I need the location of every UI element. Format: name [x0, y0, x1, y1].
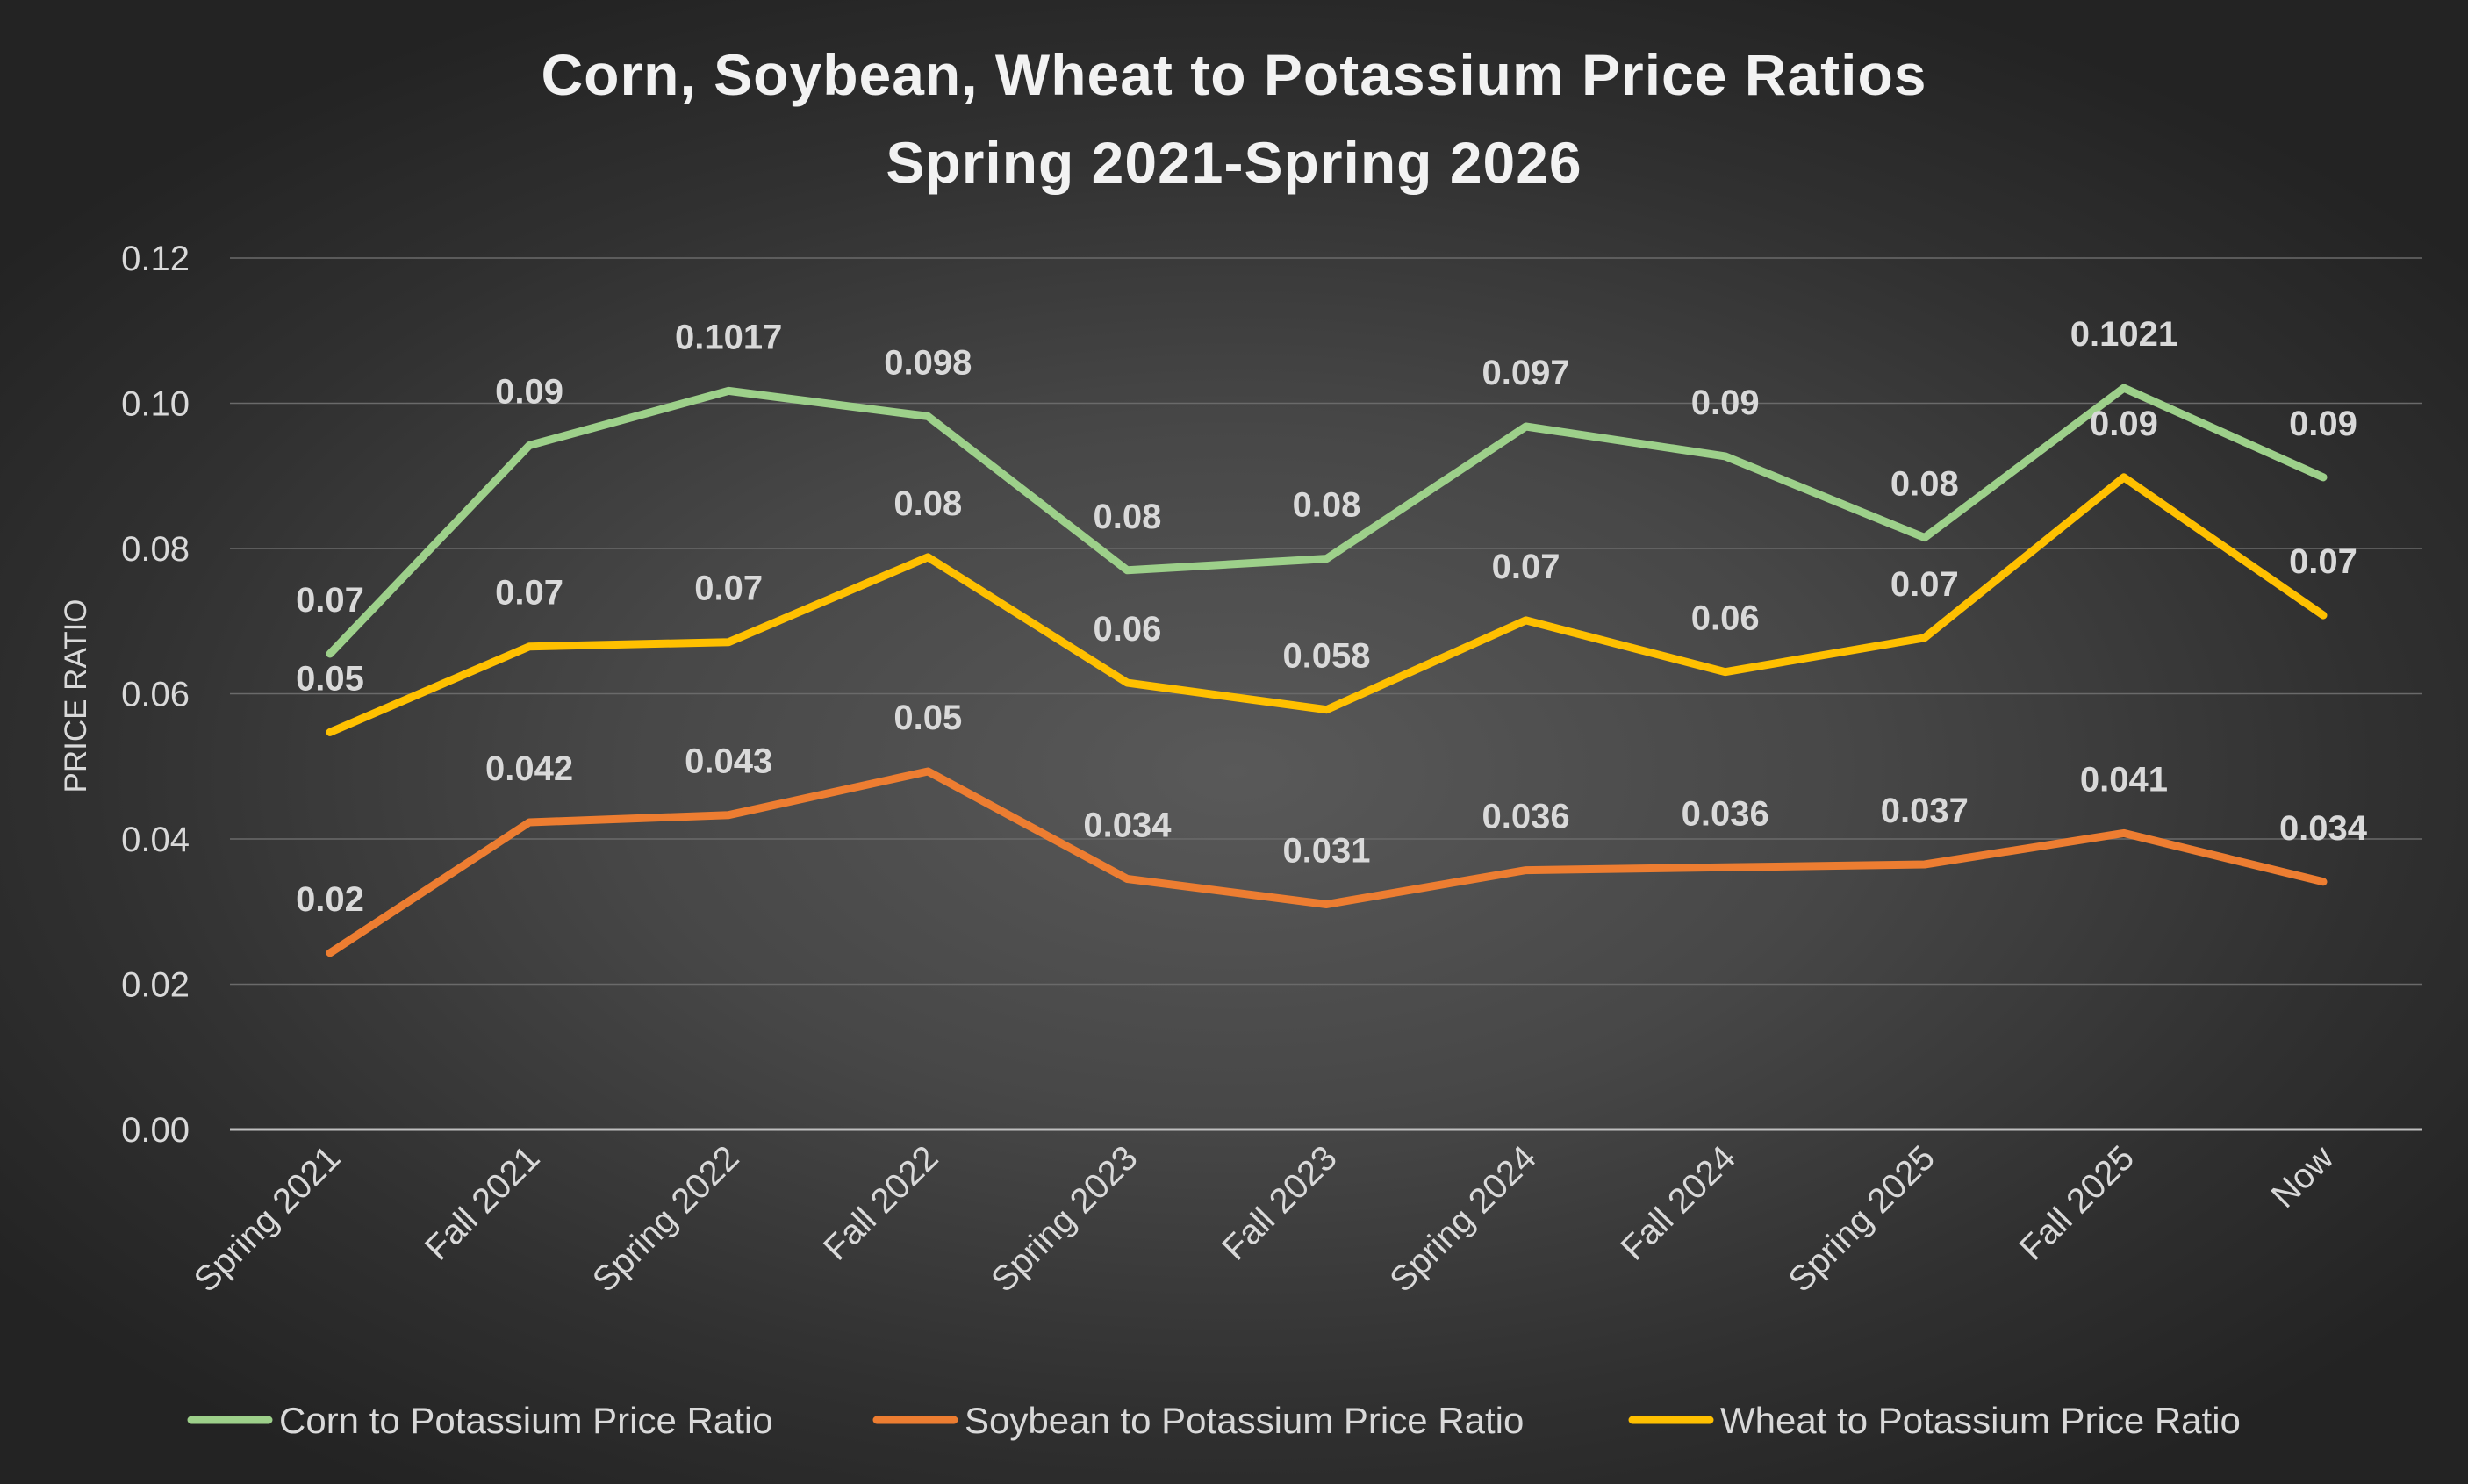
x-tick-label: Spring 2024: [1382, 1138, 1544, 1300]
data-label-soybean: 0.043: [685, 742, 772, 781]
data-label-soybean: 0.036: [1682, 794, 1769, 833]
data-labels: 0.07 0.09 0.1017 0.098 0.08 0.08 0.097 0.09 0.08…: [296, 315, 2368, 919]
data-label-wheat: 0.07: [2289, 542, 2357, 581]
legend-label-wheat: Wheat to Potassium Price Ratio: [1720, 1400, 2241, 1441]
data-label-corn: 0.08: [1293, 486, 1361, 525]
data-label-corn: 0.09: [1691, 384, 1760, 422]
data-label-wheat: 0.08: [893, 484, 962, 523]
data-label-corn: 0.08: [1890, 465, 1959, 504]
series-line-soybean: [326, 767, 2328, 957]
y-tick-label: 0.10: [121, 385, 190, 424]
chart-title: Corn, Soybean, Wheat to Potassium Price …: [542, 42, 1927, 195]
x-tick-label: Spring 2025: [1782, 1138, 1943, 1300]
x-tick-label: Spring 2022: [585, 1138, 747, 1300]
legend-label-soybean: Soybean to Potassium Price Ratio: [965, 1400, 1524, 1441]
data-label-wheat: 0.058: [1282, 637, 1370, 676]
legend: Corn to Potassium Price Ratio Soybean to …: [187, 1400, 2241, 1441]
data-label-wheat: 0.07: [1492, 548, 1560, 586]
data-label-corn: 0.09: [495, 372, 563, 411]
data-label-soybean: 0.037: [1881, 792, 1969, 830]
data-label-wheat: 0.09: [2090, 405, 2158, 443]
y-tick-label: 0.04: [121, 821, 190, 859]
x-tick-label: Fall 2021: [418, 1138, 547, 1267]
data-label-soybean: 0.034: [1083, 807, 1172, 845]
x-tick-label: Now: [2264, 1138, 2342, 1215]
data-label-wheat: 0.05: [296, 659, 364, 698]
data-label-soybean: 0.034: [2279, 809, 2368, 848]
data-label-soybean: 0.05: [893, 699, 962, 737]
chart-title-line-1: Corn, Soybean, Wheat to Potassium Price …: [542, 42, 1927, 107]
data-label-corn: 0.098: [884, 343, 972, 382]
data-label-soybean: 0.036: [1482, 798, 1570, 836]
data-label-corn: 0.097: [1482, 354, 1570, 392]
x-tick-label: Fall 2025: [2012, 1138, 2142, 1267]
data-label-soybean: 0.031: [1282, 831, 1370, 870]
series-lines: [326, 384, 2328, 957]
data-label-wheat: 0.06: [1093, 610, 1161, 649]
data-label-corn: 0.1021: [2070, 315, 2177, 354]
data-label-corn: 0.08: [1093, 498, 1161, 536]
data-label-wheat: 0.07: [1890, 565, 1959, 604]
data-label-soybean: 0.041: [2080, 760, 2168, 799]
data-label-corn: 0.1017: [675, 318, 782, 356]
x-tick-label: Spring 2023: [984, 1138, 1145, 1300]
legend-label-corn: Corn to Potassium Price Ratio: [279, 1400, 773, 1441]
chart-title-line-2: Spring 2021-Spring 2026: [886, 130, 1582, 195]
y-axis-label: PRICE RATIO: [59, 599, 93, 792]
y-axis-ticks: 0.00 0.02 0.04 0.06 0.08 0.10 0.12: [121, 240, 190, 1150]
y-tick-label: 0.06: [121, 676, 190, 714]
data-label-soybean: 0.02: [296, 880, 364, 919]
y-tick-label: 0.00: [121, 1111, 190, 1150]
y-tick-label: 0.02: [121, 966, 190, 1005]
x-tick-label: Fall 2023: [1215, 1138, 1344, 1267]
x-tick-label: Fall 2022: [816, 1138, 945, 1267]
data-label-corn: 0.09: [2289, 405, 2357, 443]
data-label-corn: 0.07: [296, 581, 364, 620]
data-label-wheat: 0.06: [1691, 599, 1760, 638]
series-line-wheat: [326, 473, 2328, 736]
data-label-wheat: 0.07: [495, 574, 563, 613]
x-tick-label: Fall 2024: [1614, 1138, 1743, 1267]
data-label-soybean: 0.042: [485, 749, 573, 788]
y-tick-label: 0.12: [121, 240, 190, 278]
x-tick-label: Spring 2021: [187, 1138, 348, 1300]
x-axis-ticks: Spring 2021 Fall 2021 Spring 2022 Fall 2022…: [187, 1138, 2342, 1300]
data-label-wheat: 0.07: [694, 570, 763, 608]
y-tick-label: 0.08: [121, 530, 190, 569]
series-line-corn: [326, 384, 2328, 658]
gridlines: [230, 257, 2422, 1131]
